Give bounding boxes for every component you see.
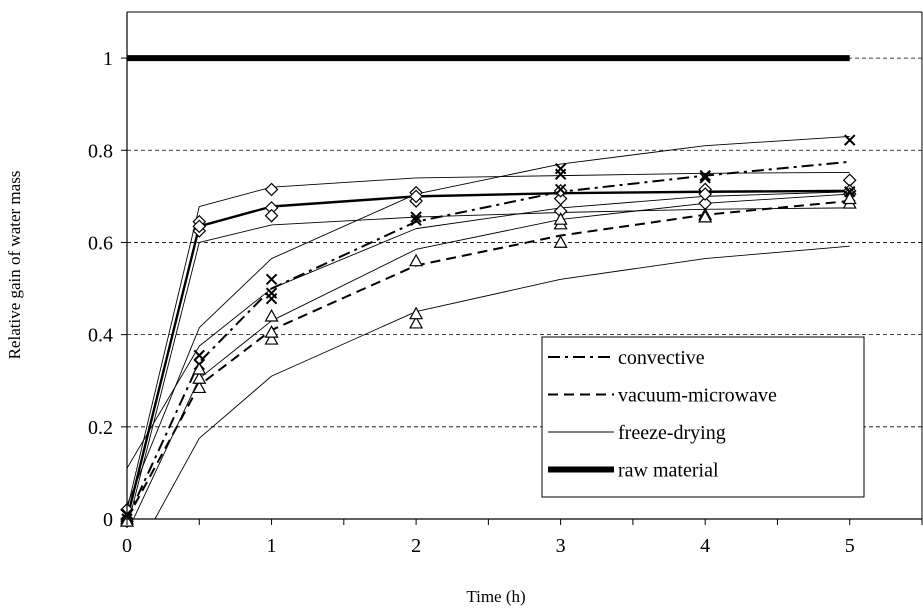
x-marker-8-b xyxy=(410,214,422,227)
triangle-marker-11 xyxy=(553,235,568,248)
x-marker-13 xyxy=(699,172,711,184)
x-marker-14 xyxy=(844,134,856,146)
x-marker-2 xyxy=(193,349,205,362)
x-marker-14-b xyxy=(844,134,856,146)
legend-label-2: freeze-drying xyxy=(618,422,726,444)
x-marker-12 xyxy=(699,169,711,182)
diamond-marker-17 xyxy=(698,187,713,201)
triangle-marker-2 xyxy=(192,380,207,394)
x-marker-12-b xyxy=(699,169,711,182)
x-marker-4 xyxy=(265,273,278,286)
x-marker-9 xyxy=(554,163,567,175)
triangle-marker-7 xyxy=(264,308,279,322)
x-marker-7 xyxy=(410,211,422,223)
x-marker-4-b xyxy=(265,273,278,286)
x-marker-13-b xyxy=(699,172,711,184)
x-marker-7-b xyxy=(410,211,422,223)
x-marker-6 xyxy=(265,292,278,305)
x-tick-label-1: 1 xyxy=(267,535,277,557)
x-tick-label-0: 0 xyxy=(122,535,132,557)
x-marker-10 xyxy=(554,168,567,180)
triangle-marker-6 xyxy=(264,325,279,338)
y-axis-title: Relative gain of water mass xyxy=(5,171,24,360)
x-marker-6-b xyxy=(265,292,278,305)
triangle-marker-13 xyxy=(553,212,568,225)
triangle-marker-10 xyxy=(409,253,424,267)
triangle-marker-17 xyxy=(842,191,857,205)
triangle-marker-5 xyxy=(264,332,279,345)
diamond-marker-11 xyxy=(409,189,423,204)
triangle-marker-3 xyxy=(192,371,207,384)
diamond-marker-8 xyxy=(264,208,279,223)
x-axis-title: Time (h) xyxy=(466,587,525,606)
y-tick-label-3: 0.6 xyxy=(88,232,113,254)
x-marker-11 xyxy=(554,183,567,196)
x-tick-label-3: 3 xyxy=(556,535,566,557)
triangle-marker-15 xyxy=(698,209,713,223)
x-marker-11-b xyxy=(554,183,567,196)
x-marker-10-b xyxy=(554,168,567,180)
series-line-freeze-drying-2 xyxy=(127,171,850,510)
y-tick-label-0: 0 xyxy=(103,509,113,531)
x-tick-label-5: 5 xyxy=(845,535,855,557)
x-tick-label-4: 4 xyxy=(700,535,710,557)
diamond-marker-5 xyxy=(192,219,207,234)
y-tick-label-1: 0.2 xyxy=(88,417,113,439)
y-tick-label-4: 0.8 xyxy=(88,140,113,162)
triangle-marker-8 xyxy=(409,315,424,329)
x-tick-label-2: 2 xyxy=(411,535,421,557)
legend-label-0: convective xyxy=(618,347,705,369)
x-marker-2-b xyxy=(193,349,205,362)
triangle-marker-4 xyxy=(192,361,207,375)
triangle-marker-9 xyxy=(409,306,424,320)
tick-labels: 0 0.2 0.4 0.6 0.8 1 0 1 2 3 4 5 xyxy=(88,48,855,557)
diamond-marker-6 xyxy=(264,182,279,197)
x-marker-8 xyxy=(410,214,422,227)
y-tick-label-5: 1 xyxy=(103,48,113,70)
y-tick-label-2: 0.4 xyxy=(88,325,113,347)
legend: convective vacuum-microwave freeze-drying r… xyxy=(541,336,865,498)
legend-label-3: raw material xyxy=(618,460,719,482)
legend-label-1: vacuum-microwave xyxy=(618,385,777,407)
axes xyxy=(121,11,923,525)
